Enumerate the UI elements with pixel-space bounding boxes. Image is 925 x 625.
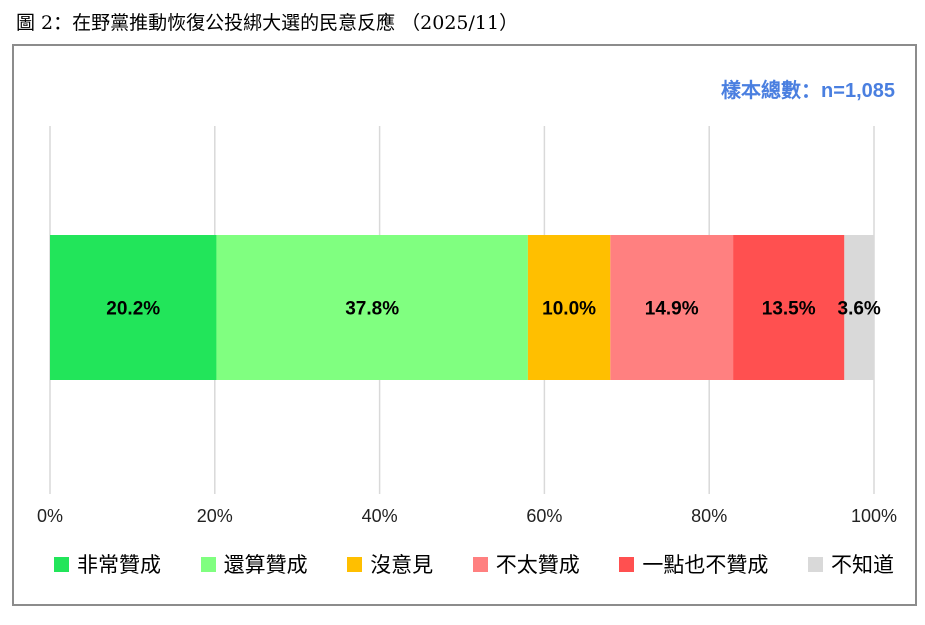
stacked-bar: 20.2% 37.8% 10.0% 14.9% 13.5% 3.6% (50, 235, 881, 380)
legend-swatch (200, 556, 216, 572)
chart-frame: 樣本總數：n=1,085 20.2% 37.8% 10.0% 14.9% 13.5% 3.… (12, 44, 917, 606)
legend-swatch (54, 556, 69, 572)
data-label: 3.6% (838, 299, 881, 320)
legend-item: 還算贊成 (200, 549, 308, 579)
bar-segment (216, 235, 528, 380)
bar-segment (844, 235, 874, 380)
legend-item: 不太贊成 (472, 549, 580, 579)
chart-plot: 20.2% 37.8% 10.0% 14.9% 13.5% 3.6% 0% 20% 40% 60… (37, 126, 897, 526)
x-tick-label: 0% (37, 506, 63, 526)
data-label: 10.0% (542, 299, 596, 320)
bar-segment (733, 235, 845, 380)
data-label: 20.2% (106, 299, 160, 320)
x-tick-label: 20% (197, 506, 233, 526)
legend-swatch (347, 556, 363, 572)
sample-size-label: 樣本總數：n=1,085 (721, 80, 895, 102)
x-tick-label: 80% (691, 506, 727, 526)
x-tick-label: 60% (526, 506, 562, 526)
legend-swatch (472, 556, 488, 572)
legend-label: 沒意見 (370, 554, 434, 577)
legend-item: 不知道 (807, 549, 894, 579)
data-label: 37.8% (345, 299, 399, 320)
legend-label: 還算贊成 (223, 554, 308, 577)
legend-label: 不太贊成 (495, 554, 580, 577)
legend-item: 沒意見 (347, 549, 433, 579)
legend-swatch (807, 556, 823, 572)
legend-label: 一點也不贊成 (642, 554, 769, 577)
x-tick-label: 100% (851, 506, 897, 526)
bar-segment (610, 235, 734, 380)
bar-segment (50, 235, 217, 380)
legend-label: 不知道 (830, 554, 894, 577)
x-tick-label: 40% (362, 506, 398, 526)
figure-title: 圖 2：在野黨推動恢復公投綁大選的民意反應 （2025/11） (16, 12, 519, 34)
bar-segment (527, 235, 611, 380)
x-axis-ticks: 0% 20% 40% 60% 80% 100% (37, 506, 897, 526)
legend-item: 一點也不贊成 (619, 549, 768, 579)
data-label: 14.9% (645, 299, 699, 320)
legend-label: 非常贊成 (77, 554, 161, 577)
legend: 非常贊成 還算贊成 沒意見 不太贊成 一點也不贊成 不知道 (54, 549, 894, 579)
data-label: 13.5% (762, 299, 816, 320)
legend-item: 非常贊成 (54, 549, 161, 579)
legend-swatch (619, 556, 635, 572)
